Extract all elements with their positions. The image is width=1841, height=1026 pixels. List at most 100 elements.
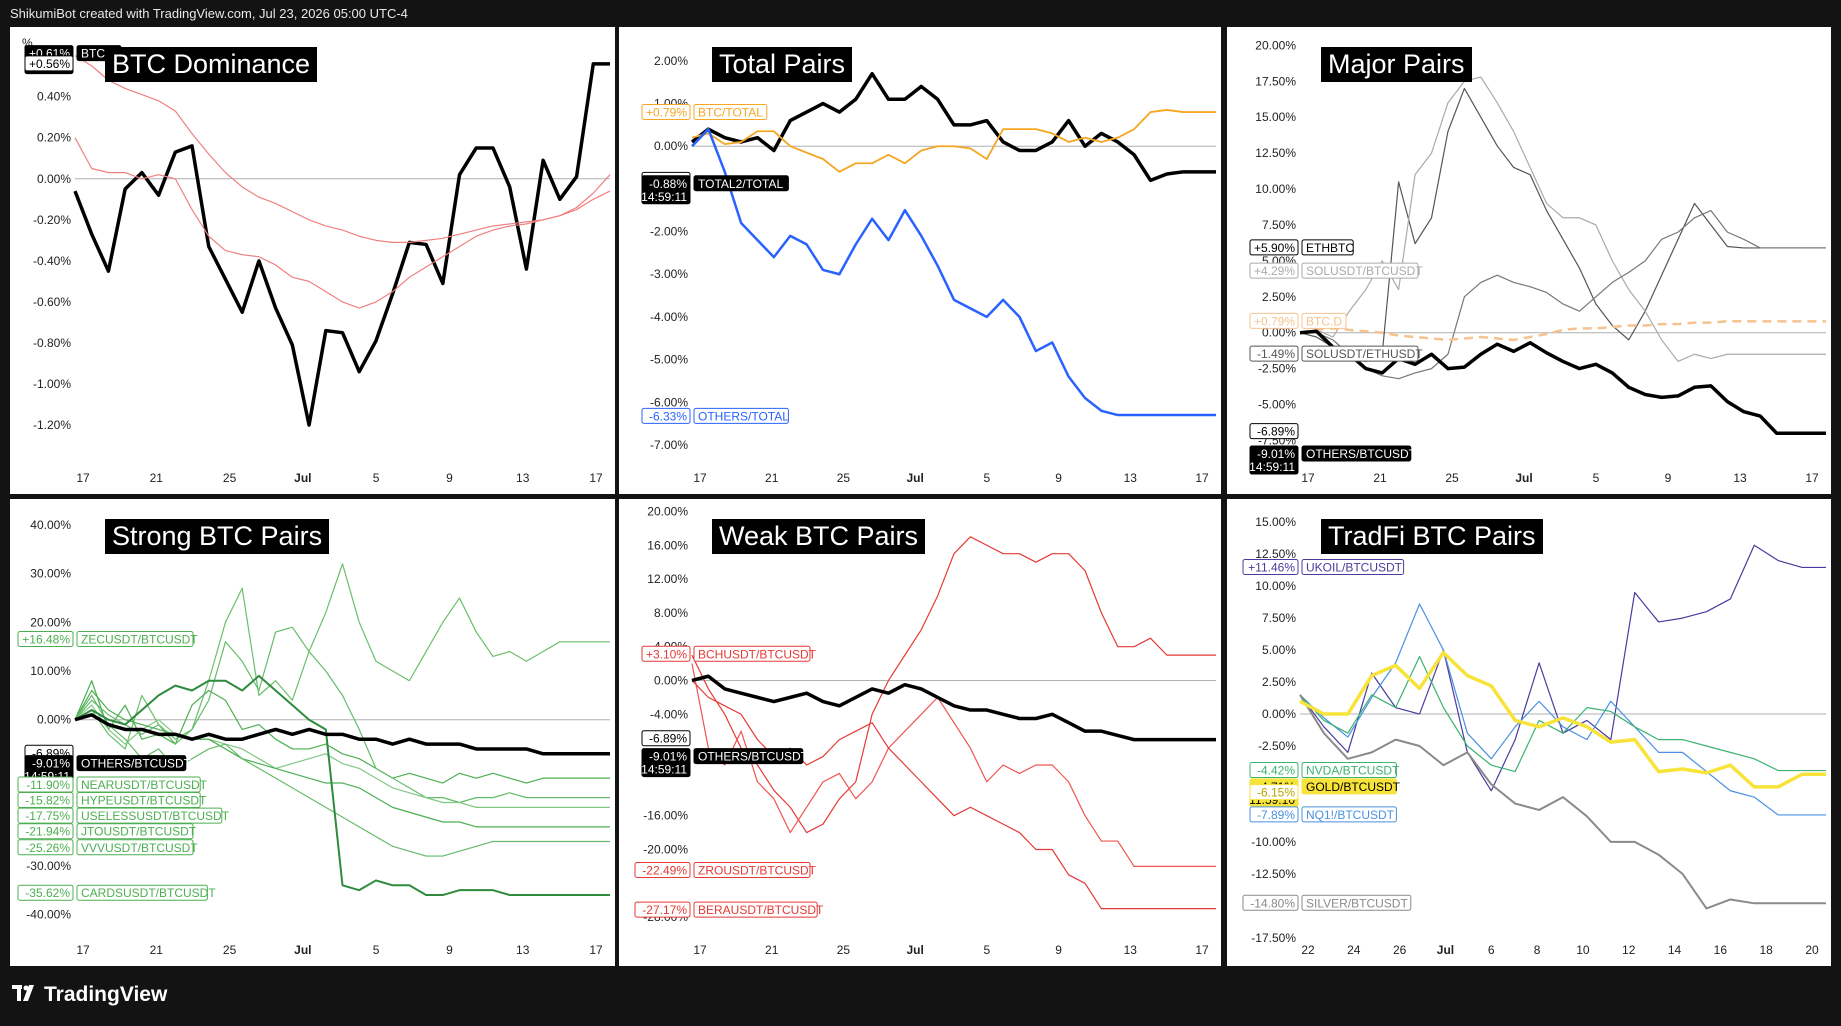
svg-text:-6.89%: -6.89% [649, 732, 687, 746]
y-tick-label: 7.50% [1262, 611, 1296, 625]
y-tick-label: 15.00% [1255, 515, 1296, 529]
x-tick-label: 25 [1445, 471, 1459, 485]
svg-text:NVDA/BTCUSDT: NVDA/BTCUSDT [1306, 764, 1400, 778]
x-tick-label: 17 [1195, 943, 1209, 957]
y-tick-label: 10.00% [30, 664, 71, 678]
x-tick-label: 17 [1301, 471, 1315, 485]
y-tick-label: -0.80% [33, 336, 71, 350]
y-tick-label: 40.00% [30, 518, 71, 532]
x-tick-label: 17 [76, 943, 90, 957]
y-tick-label: 12.50% [1255, 146, 1296, 160]
series-line-uselessusdt-btcusdt [74, 704, 610, 808]
y-tick-label: -0.60% [33, 295, 71, 309]
series-line-hypeusdt-btcusdt [74, 626, 610, 804]
y-tick-label: -1.00% [33, 377, 71, 391]
y-tick-label: 5.00% [1262, 643, 1296, 657]
series-line-others-btcusdt [1299, 329, 1826, 436]
y-tick-label: -2.50% [1258, 739, 1296, 753]
svg-text:-35.62%: -35.62% [25, 886, 70, 900]
svg-text:OTHERS/BTCUSDT: OTHERS/BTCUSDT [81, 757, 192, 771]
svg-text:-7.89%: -7.89% [1257, 808, 1295, 822]
svg-text:-27.17%: -27.17% [642, 903, 687, 917]
x-tick-label: 10 [1576, 943, 1590, 957]
chart-panel-weak-btc-pairs[interactable]: 20.00%16.00%12.00%8.00%4.00%0.00%-4.00%-… [619, 499, 1221, 966]
y-tick-label: 7.50% [1262, 218, 1296, 232]
svg-text:-15.82%: -15.82% [25, 794, 70, 808]
series-line-btc-d [73, 62, 610, 427]
value-label-berausdt-btcusdt: -27.17% BERAUSDT/BTCUSDT [634, 901, 824, 918]
chart-title: Strong BTC Pairs [105, 519, 330, 554]
chart-title: BTC Dominance [105, 47, 318, 82]
chart-panel-total-pairs[interactable]: 2.00%1.00%0.00%-1.00%-2.00%-3.00%-4.00%-… [619, 27, 1221, 494]
x-tick-label: 13 [516, 943, 530, 957]
svg-text:-21.94%: -21.94% [25, 825, 70, 839]
chart-svg: 20.00%17.50%15.00%12.50%10.00%7.50%5.00%… [1249, 38, 1826, 485]
y-tick-label: 8.00% [654, 606, 688, 620]
x-tick-label: 17 [76, 471, 90, 485]
y-tick-label: -7.00% [650, 438, 688, 452]
x-tick-label: 5 [373, 943, 380, 957]
series-line-jtousdt-btcusdt [74, 689, 610, 828]
y-tick-label: 0.20% [37, 131, 71, 145]
svg-text:SOLUSDT/ETHUSDT: SOLUSDT/ETHUSDT [1306, 347, 1423, 361]
chart-svg: 20.00%16.00%12.00%8.00%4.00%0.00%-4.00%-… [634, 504, 1216, 957]
y-tick-label: -1.20% [33, 418, 71, 432]
svg-text:-1.49%: -1.49% [1257, 347, 1295, 361]
svg-text:+5.90%: +5.90% [1254, 241, 1295, 255]
x-tick-label: 26 [1393, 943, 1407, 957]
series-line-cardsusdt-btcusdt [74, 674, 610, 897]
y-tick-label: -30.00% [26, 859, 71, 873]
x-tick-label: Jul [1437, 943, 1454, 957]
value-label: -6.89% [1249, 423, 1299, 440]
x-tick-label: 16 [1714, 943, 1728, 957]
chart-svg: 0.40% 0.20% 0.00% -0.20% -0.40% -0.60% -0.80% -… [22, 36, 611, 485]
x-tick-label: 25 [223, 471, 237, 485]
series-line-silver-btcusdt [1299, 694, 1826, 910]
svg-text:GOLD/BTCUSDT: GOLD/BTCUSDT [1306, 780, 1401, 794]
x-tick-label: 17 [589, 943, 603, 957]
y-tick-label: -2.50% [1258, 362, 1296, 376]
value-label-cardsusdt-btcusdt: -35.62% CARDSUSDT/BTCUSDT [17, 884, 216, 901]
chart-panel-major-pairs[interactable]: 20.00% 17.50% 15.00% 12.50% 10.00% 7.50% 5.00%… [1227, 27, 1831, 494]
y-tick-label: -6.00% [650, 395, 688, 409]
y-tick-label: -2.00% [650, 225, 688, 239]
chart-panel-btc-dominance[interactable]: 0.40% 0.20% 0.00% -0.20% -0.40% -0.60% -0.80% -… [10, 27, 615, 494]
y-tick-label: 20.00% [1255, 38, 1296, 52]
svg-text:14:59:11: 14:59:11 [1249, 460, 1295, 474]
y-tick-label: 0.00% [37, 172, 71, 186]
chart-svg: 15.00% 12.50% 10.00% 7.50% 5.00% 2.50% 0.00% -2… [1242, 515, 1826, 957]
y-tick-label: 0.40% [37, 90, 71, 104]
series-line-solusdt-ethusdt [1300, 209, 1826, 380]
x-tick-label: 17 [1805, 471, 1819, 485]
svg-text:-6.89%: -6.89% [1257, 425, 1295, 439]
tradingview-brand-text: TradingView [44, 983, 168, 1006]
chart-panel-tradfi-btc-pairs[interactable]: 15.00% 12.50% 10.00% 7.50% 5.00% 2.50% 0.00% -2… [1227, 499, 1831, 966]
svg-text:VVVUSDT/BTCUSDT: VVVUSDT/BTCUSDT [81, 841, 198, 855]
x-tick-label: 14 [1668, 943, 1682, 957]
svg-text:-25.26%: -25.26% [25, 841, 70, 855]
svg-text:+0.79%: +0.79% [646, 106, 687, 120]
series-line-total2-total [690, 71, 1216, 183]
x-tick-label: 5 [373, 471, 380, 485]
series-line-others-btcusdt [691, 674, 1216, 742]
series-line-nearusdt-btcusdt [74, 680, 610, 784]
x-tick-label: 9 [1665, 471, 1672, 485]
y-tick-label: 2.50% [1262, 290, 1296, 304]
svg-text:+16.48%: +16.48% [22, 632, 70, 646]
svg-text:-0.88%: -0.88% [649, 177, 687, 191]
svg-text:ETHBTC: ETHBTC [1306, 241, 1354, 255]
x-tick-label: 12 [1622, 943, 1636, 957]
value-label-ukoil-btcusdt: +11.46% UKOIL/BTCUSDT [1242, 558, 1405, 575]
svg-text:+0.56%: +0.56% [29, 57, 70, 71]
svg-text:ZECUSDT/BTCUSDT: ZECUSDT/BTCUSDT [81, 632, 198, 646]
svg-text:OTHERS/BTCUSDT: OTHERS/BTCUSDT [1306, 447, 1417, 461]
series-line-nq1-btcusdt [1299, 603, 1826, 816]
svg-text:+3.10%: +3.10% [646, 647, 687, 661]
tradingview-brand[interactable]: TradingView [12, 983, 167, 1007]
series-line-zrousdt-btcusdt [691, 663, 1216, 867]
svg-text:USELESSUSDT/BTCUSDT: USELESSUSDT/BTCUSDT [81, 809, 230, 823]
y-tick-label: -0.20% [33, 213, 71, 227]
y-tick-label: -0.40% [33, 254, 71, 268]
chart-panel-strong-btc-pairs[interactable]: 40.00% 30.00% 20.00% 10.00% 0.00% -30.00% -40.… [10, 499, 615, 966]
y-tick-label: 12.00% [647, 572, 688, 586]
